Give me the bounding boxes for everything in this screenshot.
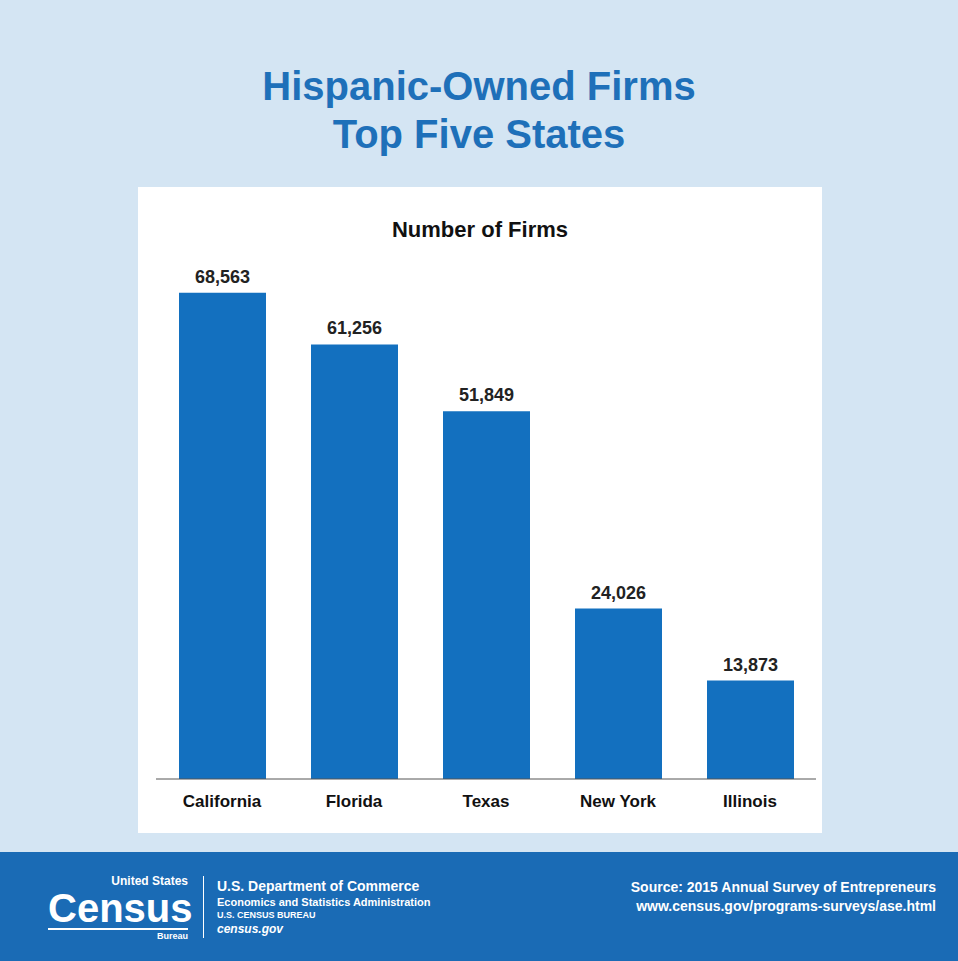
svg-text:Illinois: Illinois <box>723 792 777 811</box>
svg-text:Texas: Texas <box>463 792 510 811</box>
html-text:Number of Firms: Number of Firms <box>392 217 568 242</box>
html-text:Census: Census <box>48 886 193 930</box>
svg-text:24,026: 24,026 <box>591 583 646 603</box>
svg-text:California: California <box>183 792 262 811</box>
html-text:census.gov: census.gov <box>217 922 283 936</box>
html-text:www.census.gov/programs-survey: www.census.gov/programs-surveys/ase.html <box>636 898 936 914</box>
svg-text:68,563: 68,563 <box>195 267 250 287</box>
svg-text:51,849: 51,849 <box>459 385 514 405</box>
svg-text:61,256: 61,256 <box>327 318 382 338</box>
html-text:U.S. Department of Commerce: U.S. Department of Commerce <box>217 878 420 894</box>
svg-text:New York: New York <box>580 792 656 811</box>
svg-text:13,873: 13,873 <box>723 655 778 675</box>
html-text:U.S. CENSUS BUREAU: U.S. CENSUS BUREAU <box>217 910 316 920</box>
html-text:Source: 2015 Annual Survey of: Source: 2015 Annual Survey of Entreprene… <box>630 879 936 895</box>
html-text:United States: United States <box>111 874 188 888</box>
html-text:Bureau: Bureau <box>157 931 188 941</box>
html-text:Hispanic-Owned Firms Top Five: Hispanic-Owned Firms Top Five States <box>262 64 696 156</box>
html-text:Economics and Statistics Admin: Economics and Statistics Administration <box>217 896 431 908</box>
svg-text:Florida: Florida <box>326 792 383 811</box>
